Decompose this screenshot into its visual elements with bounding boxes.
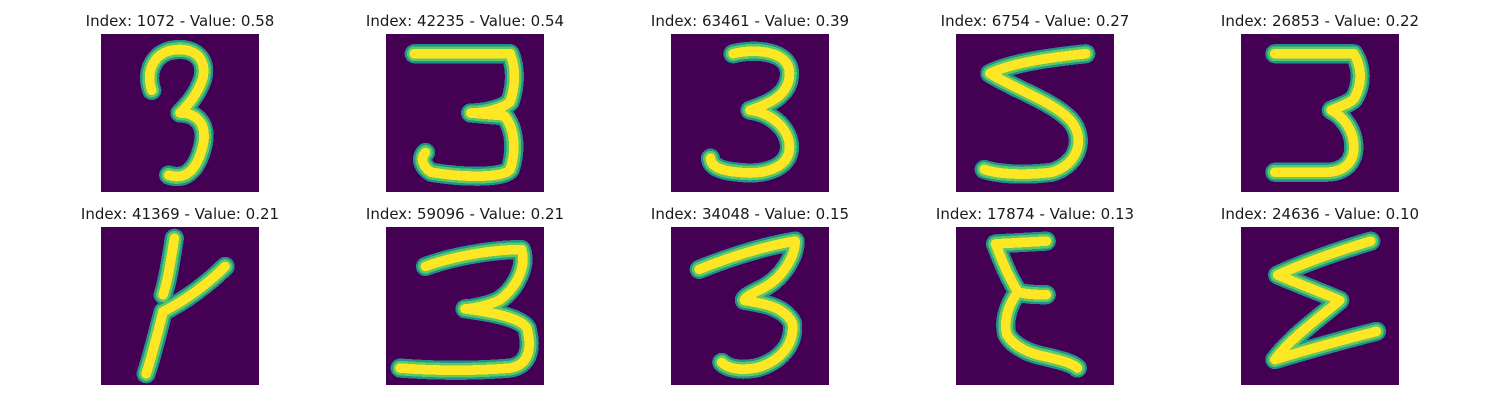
panel-title: Index: 63461 - Value: 0.39: [650, 12, 850, 30]
digit-stroke-layer: [990, 236, 1083, 373]
panel-10: Index: 24636 - Value: 0.10: [1190, 205, 1450, 385]
panel-title: Index: 41369 - Value: 0.21: [80, 205, 280, 223]
digit-stroke-layer: [141, 233, 230, 379]
panel-title: Index: 1072 - Value: 0.58: [85, 12, 275, 30]
panel-title: Index: 59096 - Value: 0.21: [365, 205, 565, 223]
digit-image: [956, 227, 1114, 385]
panel-4: Index: 6754 - Value: 0.27: [905, 12, 1165, 192]
digit-stroke-layer: [395, 244, 534, 375]
panel-title: Index: 26853 - Value: 0.22: [1220, 12, 1420, 30]
digit-image: [101, 227, 259, 385]
panel-9: Index: 17874 - Value: 0.13: [905, 205, 1165, 385]
digit-stroke-layer: [144, 44, 209, 182]
digit-stroke-layer: [705, 46, 795, 178]
digit-stroke-layer: [1270, 48, 1365, 178]
panel-8: Index: 34048 - Value: 0.15: [620, 205, 880, 385]
digit-image: [386, 34, 544, 192]
panel-title: Index: 17874 - Value: 0.13: [935, 205, 1135, 223]
digit-image: [671, 227, 829, 385]
panel-3: Index: 63461 - Value: 0.39: [620, 12, 880, 192]
panel-title: Index: 42235 - Value: 0.54: [365, 12, 565, 30]
panel-7: Index: 59096 - Value: 0.21: [335, 205, 595, 385]
digit-image: [101, 34, 259, 192]
digit-image: [1241, 227, 1399, 385]
digit-stroke-layer: [694, 236, 800, 374]
panel-title: Index: 24636 - Value: 0.10: [1220, 205, 1420, 223]
digit-image: [1241, 34, 1399, 192]
digit-image: [671, 34, 829, 192]
panel-title: Index: 34048 - Value: 0.15: [650, 205, 850, 223]
digit-stroke-layer: [1270, 236, 1382, 365]
panel-6: Index: 41369 - Value: 0.21: [50, 205, 310, 385]
panel-5: Index: 26853 - Value: 0.22: [1190, 12, 1450, 192]
digit-image: [956, 34, 1114, 192]
panel-1: Index: 1072 - Value: 0.58: [50, 12, 310, 192]
digit-stroke-layer: [979, 48, 1091, 179]
digit-stroke-layer: [409, 48, 520, 181]
digit-image: [386, 227, 544, 385]
panel-2: Index: 42235 - Value: 0.54: [335, 12, 595, 192]
panel-title: Index: 6754 - Value: 0.27: [940, 12, 1130, 30]
